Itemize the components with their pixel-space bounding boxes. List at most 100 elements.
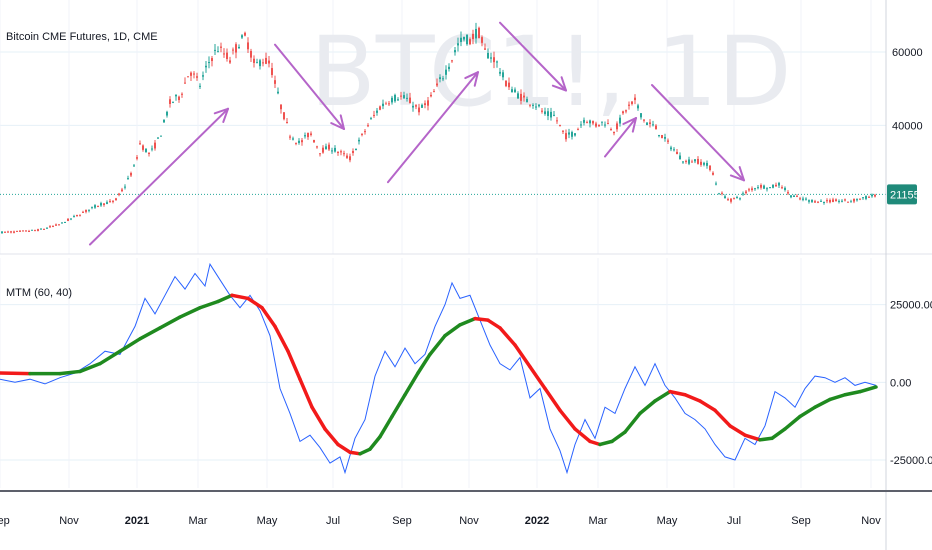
candle-body xyxy=(355,148,357,151)
candle-body xyxy=(568,132,570,135)
candle-body xyxy=(445,69,447,75)
candle-body xyxy=(784,187,786,191)
candle-body xyxy=(640,113,642,118)
mtm-signal-segment xyxy=(770,427,787,441)
indicator-pane[interactable]: MTM (60, 40) xyxy=(0,258,886,488)
candle-body xyxy=(655,125,657,130)
candle-body xyxy=(832,199,834,202)
candle-body xyxy=(841,200,843,202)
candle-body xyxy=(214,49,216,51)
time-tick-label: May xyxy=(257,515,278,527)
candle-body xyxy=(202,75,204,77)
candle-body xyxy=(769,187,771,189)
candle-body xyxy=(400,95,402,97)
candlestick-series xyxy=(1,22,876,234)
price-scale[interactable]: 60000 40000 xyxy=(892,47,923,132)
candle-body xyxy=(526,98,528,103)
candle-body xyxy=(409,97,411,104)
candle-body xyxy=(619,117,621,124)
mtm-signal-segment xyxy=(260,305,277,329)
candle-body xyxy=(463,36,465,40)
candle-body xyxy=(673,149,675,151)
time-tick-label: Sep xyxy=(791,515,811,527)
candle-body xyxy=(688,159,690,164)
mtm-signal-segment xyxy=(473,316,490,322)
candle-body xyxy=(760,185,762,188)
candle-body xyxy=(826,200,828,202)
time-tick-label: May xyxy=(657,515,678,527)
candle-body xyxy=(637,105,639,109)
candle-body xyxy=(70,218,72,220)
candle-body xyxy=(871,194,873,197)
candle-body xyxy=(859,198,861,200)
candle-body xyxy=(538,104,540,107)
candle-body xyxy=(766,188,768,190)
candle-body xyxy=(706,162,708,166)
candle-body xyxy=(661,134,663,139)
candle-body xyxy=(154,142,156,149)
candle-body xyxy=(607,123,609,125)
candle-body xyxy=(286,121,288,123)
candle-body xyxy=(238,46,240,49)
candle-body xyxy=(403,95,405,99)
indicator-scale[interactable]: 25000.00 0.00 -25000.00 xyxy=(890,300,932,467)
candle-body xyxy=(226,52,228,60)
candle-body xyxy=(325,146,327,150)
candle-body xyxy=(232,49,234,51)
symbol-title: Bitcoin CME Futures, 1D, CME xyxy=(6,31,158,43)
candle-body xyxy=(763,185,765,189)
candle-body xyxy=(277,91,279,94)
candle-body xyxy=(334,147,336,152)
candle-body xyxy=(349,156,351,161)
mtm-signal-segment xyxy=(428,333,447,357)
candle-body xyxy=(700,161,702,165)
candle-body xyxy=(166,111,168,116)
candle-body xyxy=(718,193,720,195)
candle-body xyxy=(52,225,54,227)
mtm-signal-segment xyxy=(713,408,732,428)
candle-body xyxy=(811,199,813,202)
candle-body xyxy=(817,201,819,203)
candle-body xyxy=(490,57,492,59)
candle-body xyxy=(67,218,69,221)
candle-body xyxy=(439,77,441,80)
candle-body xyxy=(223,53,225,55)
candle-body xyxy=(787,192,789,194)
candle-body xyxy=(397,99,399,101)
trend-arrow-shaft xyxy=(499,21,567,92)
mtm-signal-segment xyxy=(0,371,32,376)
candle-body xyxy=(322,147,324,153)
candle-body xyxy=(547,111,549,116)
trend-arrow-head xyxy=(213,107,229,115)
trend-arrow-head xyxy=(339,114,345,130)
time-axis[interactable]: Sep Nov 2021 Mar May Jul Sep Nov 2022 Mar May Jul Se… xyxy=(0,515,881,527)
candle-body xyxy=(205,65,207,68)
time-tick-label: Jul xyxy=(326,515,340,527)
candle-body xyxy=(382,103,384,107)
price-pane[interactable]: BTC1!, 1D Bitcoin CME Futures, 1D, CME xyxy=(0,0,886,254)
candle-body xyxy=(43,228,45,230)
mtm-signal-segment xyxy=(443,323,462,338)
candle-body xyxy=(502,72,504,78)
mtm-signal-segment xyxy=(390,393,407,419)
mtm-signal-segment xyxy=(178,305,202,319)
mtm-signal-line xyxy=(0,293,878,456)
trend-arrow-head xyxy=(738,166,745,182)
indicator-tick-label: 0.00 xyxy=(890,377,911,389)
candle-body xyxy=(727,199,729,201)
candle-body xyxy=(556,120,558,122)
mtm-signal-segment xyxy=(598,439,614,447)
candle-body xyxy=(541,110,543,112)
mtm-signal-segment xyxy=(743,433,762,442)
candle-body xyxy=(190,72,192,76)
mtm-signal-segment xyxy=(216,293,234,304)
candle-body xyxy=(370,118,372,120)
candle-body xyxy=(454,50,456,53)
candle-body xyxy=(544,111,546,114)
candle-body xyxy=(31,229,33,231)
candle-body xyxy=(91,206,93,208)
candle-body xyxy=(424,103,426,106)
mtm-signal-segment xyxy=(158,315,182,330)
candle-body xyxy=(610,128,612,130)
candle-body xyxy=(604,124,606,126)
